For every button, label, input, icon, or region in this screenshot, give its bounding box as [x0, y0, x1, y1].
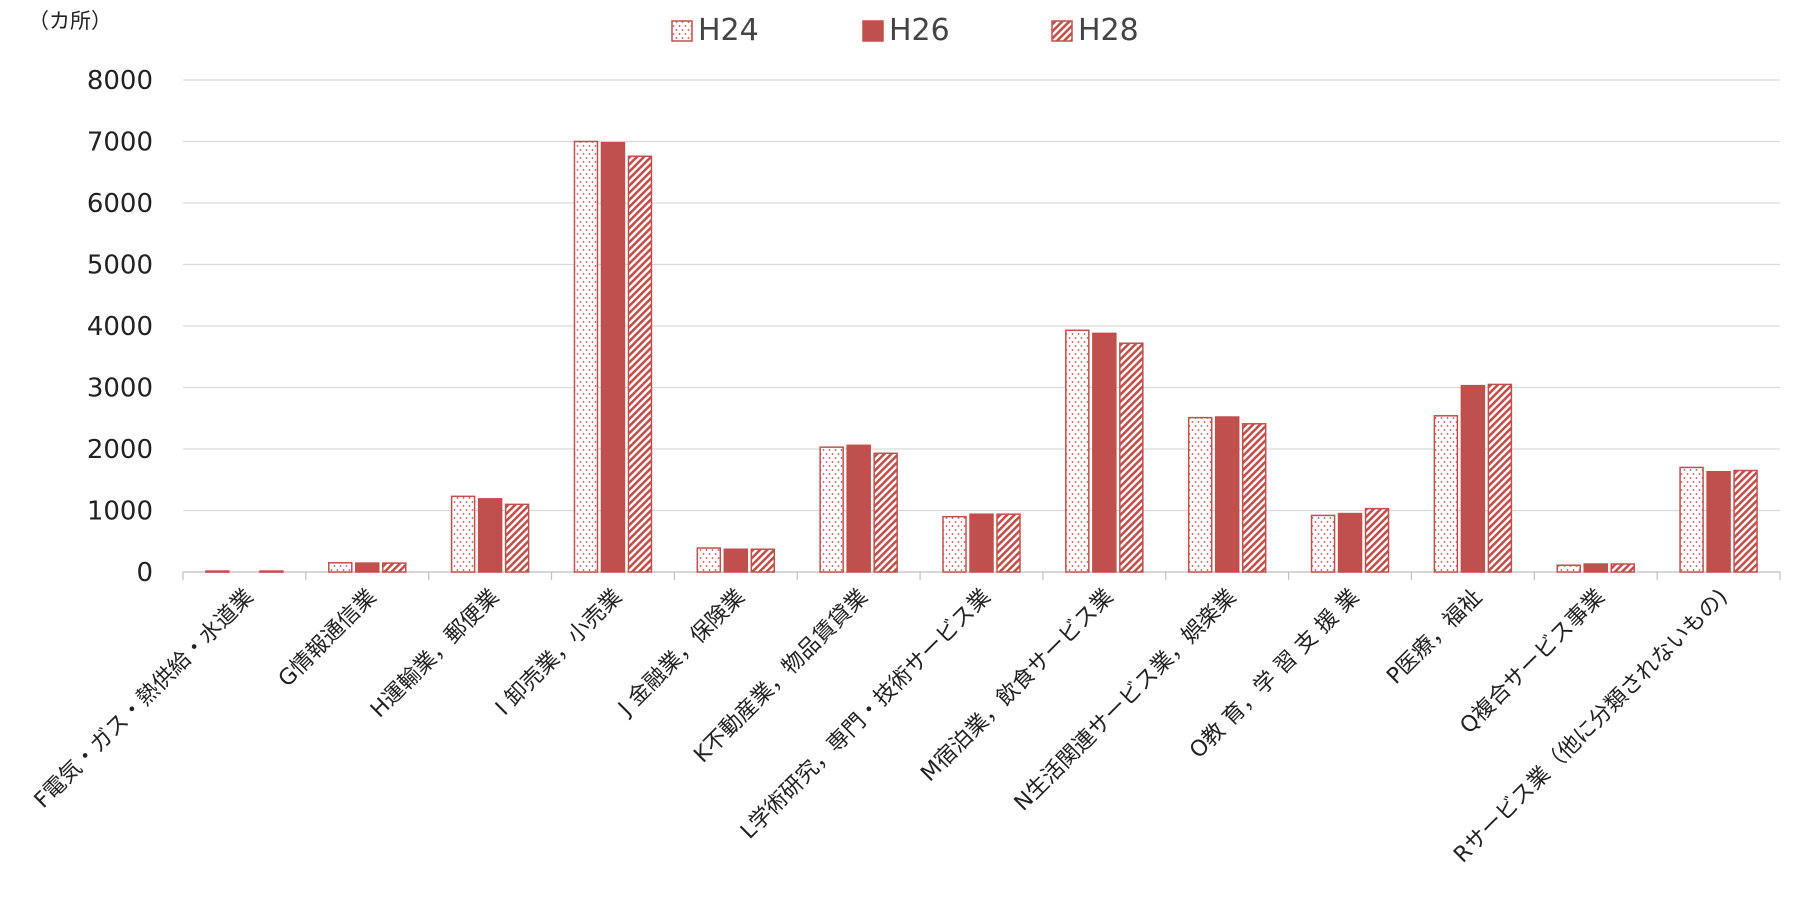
- x-tick-label: I 卸売業，小売業: [491, 585, 627, 721]
- bar-h24: [1310, 514, 1336, 573]
- bar-h26: [1583, 563, 1608, 573]
- bar-h28: [1119, 342, 1144, 573]
- bar-h24: [942, 515, 967, 573]
- y-tick-label: 6000: [87, 189, 153, 219]
- bar-h26: [355, 562, 380, 573]
- bar-h24: [1433, 415, 1459, 573]
- bar-h28: [382, 562, 407, 573]
- bar-h26: [846, 444, 871, 573]
- bar-h24: [819, 446, 844, 573]
- bar-h24: [573, 140, 599, 573]
- y-tick-label: 1000: [87, 497, 153, 527]
- bar-h24: [1065, 329, 1090, 573]
- y-tick-label: 2000: [87, 435, 153, 465]
- y-tick-label: 0: [136, 558, 153, 588]
- y-tick-label: 3000: [87, 374, 153, 404]
- gridlines: [182, 79, 1781, 580]
- legend: H24 H26 H28: [671, 13, 1139, 48]
- bar-h26: [1706, 471, 1731, 573]
- bar-h28: [1241, 423, 1267, 573]
- y-tick-label: 7000: [87, 128, 153, 158]
- x-tick-label: Rサービス業（他に分類されないもの): [1449, 585, 1732, 868]
- bar-h28: [1364, 507, 1390, 573]
- y-tick-label: 4000: [87, 312, 153, 342]
- y-tick-label: 5000: [87, 251, 153, 281]
- x-tick-label: P医療，福祉: [1382, 585, 1487, 690]
- y-tick-label: 8000: [87, 66, 153, 96]
- bar-h28: [1733, 469, 1758, 573]
- x-tick-label: L学術研究，専門・技術サービス業: [736, 585, 996, 845]
- bar-h24: [450, 495, 476, 573]
- legend-swatch-h26: [862, 20, 884, 42]
- legend-label-h28: H28: [1078, 13, 1139, 48]
- bar-h28: [259, 570, 284, 573]
- bar-h26: [969, 513, 994, 573]
- legend-label-h24: H24: [698, 13, 759, 48]
- legend-swatch-h24: [671, 20, 693, 42]
- bar-h28: [750, 548, 776, 573]
- bar-h28: [1610, 563, 1635, 573]
- bar-h28: [627, 155, 653, 573]
- bar-h26: [1460, 384, 1486, 573]
- bar-h26: [1214, 416, 1240, 573]
- bars: [205, 140, 1758, 573]
- bar-h24: [1187, 416, 1213, 573]
- bar-h26: [600, 141, 626, 573]
- y-unit-label: （カ所）: [28, 9, 112, 33]
- bar-h28: [504, 503, 530, 573]
- bar-h24: [328, 562, 353, 573]
- bar-h26: [1092, 332, 1117, 573]
- x-tick-label: N生活関連サービス業，娯楽業: [1010, 585, 1242, 817]
- bar-h28: [996, 513, 1021, 573]
- bar-h28: [873, 452, 898, 573]
- bar-h26: [723, 548, 749, 573]
- legend-label-h26: H26: [889, 13, 950, 48]
- x-tick-label: G情報通信業: [274, 585, 382, 693]
- bar-h24: [205, 570, 230, 573]
- bar-h24: [696, 547, 722, 573]
- bar-h28: [1487, 383, 1513, 573]
- bar-h24: [1679, 466, 1704, 573]
- x-tick-label: J 金融業，保険業: [613, 585, 751, 723]
- x-tick-label: H運輸業，郵便業: [366, 585, 504, 723]
- bar-h26: [477, 498, 503, 573]
- y-axis-ticks: 0 1000 2000 3000 4000 5000 6000 7000 8000: [87, 66, 153, 588]
- legend-swatch-h28: [1051, 20, 1073, 42]
- bar-h26: [1337, 512, 1363, 573]
- x-tick-label: F電気・ガス・熱供給・水道業: [30, 585, 259, 814]
- bar-h24: [1556, 564, 1581, 573]
